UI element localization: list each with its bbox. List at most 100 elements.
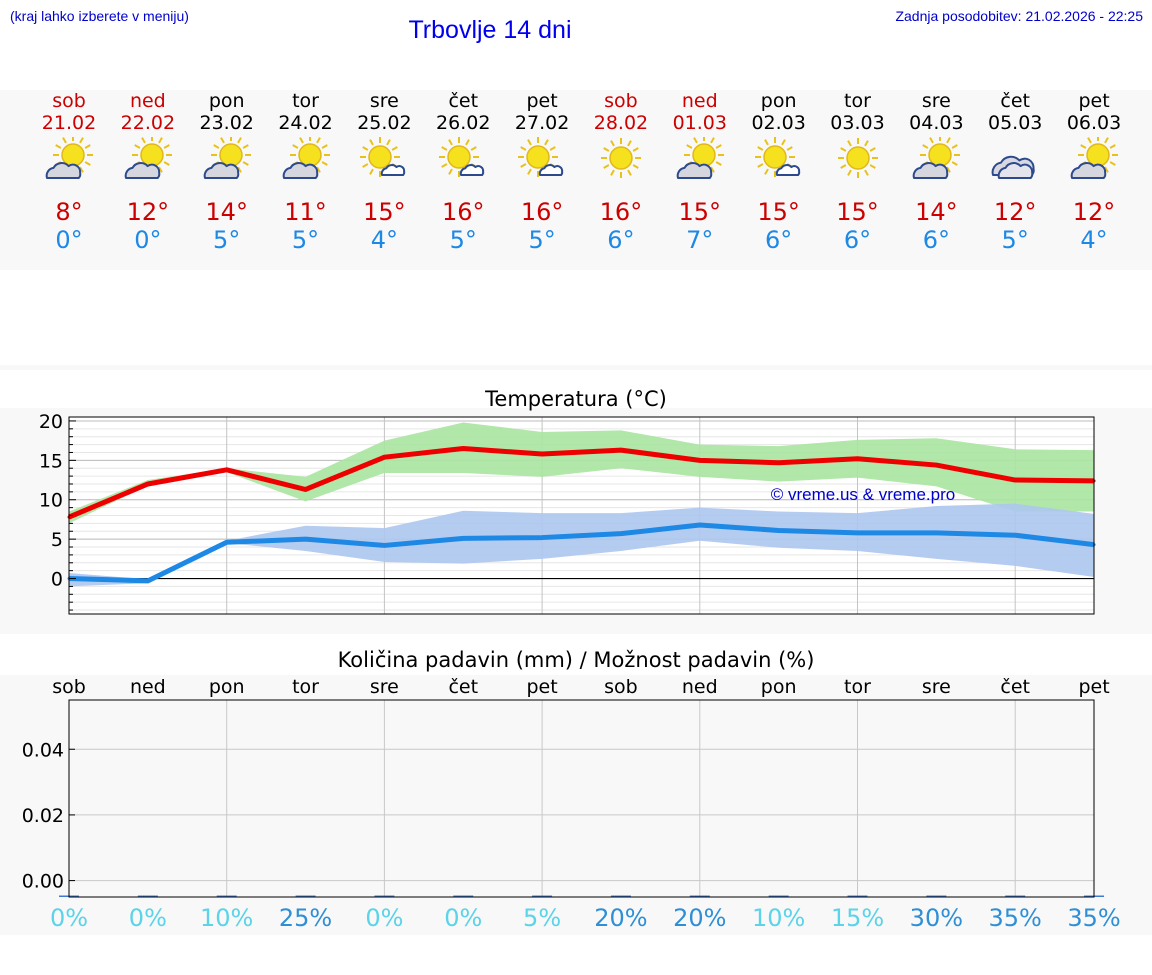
forecast-date: 27.02 <box>514 112 570 134</box>
y-tick-label: 15 <box>39 450 63 472</box>
precipitation-day-label: sob <box>604 676 638 698</box>
forecast-min-temp: 5° <box>213 226 241 254</box>
forecast-date: 01.03 <box>672 112 727 134</box>
precipitation-day-label: pet <box>1078 676 1110 698</box>
precipitation-probability: 30% <box>909 904 964 932</box>
forecast-date: 28.02 <box>593 112 649 134</box>
y-tick-label: 0 <box>51 569 63 591</box>
forecast-date: 24.02 <box>278 112 333 134</box>
min-temperature-point <box>382 543 386 547</box>
forecast-day-name: čet <box>448 90 479 112</box>
precipitation-day-label: čet <box>448 676 479 698</box>
page-title: Trbovlje 14 dni <box>408 16 572 44</box>
forecast-date: 03.03 <box>830 112 885 134</box>
precipitation-bar <box>926 895 947 897</box>
precipitation-bar <box>295 895 316 897</box>
precipitation-day-label: sre <box>921 676 951 698</box>
forecast-max-temp: 14° <box>205 198 248 226</box>
forecast-day-name: pon <box>208 90 245 112</box>
max-temperature-point <box>225 468 229 472</box>
max-temperature-point <box>540 452 544 456</box>
forecast-date: 21.02 <box>41 112 97 134</box>
min-temperature-line <box>68 522 1095 584</box>
min-temperature-point <box>856 531 859 535</box>
forecast-max-temp: 15° <box>836 198 879 226</box>
precipitation-day-label: pon <box>208 676 245 698</box>
precipitation-probability: 35% <box>1067 904 1121 932</box>
precipitation-probability: 10% <box>751 904 806 932</box>
forecast-max-temp: 16° <box>441 198 485 226</box>
precipitation-probability: 20% <box>594 904 648 932</box>
min-temperature-point <box>540 536 544 540</box>
forecast-date: 06.03 <box>1066 112 1122 134</box>
max-temperature-point <box>934 463 938 467</box>
forecast-day-name: pet <box>1078 90 1110 112</box>
forecast-day-name: ned <box>681 90 718 112</box>
precipitation-chart-title: Količina padavin (mm) / Možnost padavin … <box>337 648 815 672</box>
forecast-day-name: pon <box>760 90 797 112</box>
max-temperature-point <box>146 482 150 486</box>
min-temperature-point <box>619 532 623 536</box>
forecast-min-temp: 0° <box>134 226 162 254</box>
forecast-max-temp: 12° <box>993 198 1037 226</box>
precipitation-bar <box>1005 895 1026 897</box>
forecast-day-name: tor <box>844 90 871 112</box>
forecast-date: 23.02 <box>199 112 254 134</box>
max-temperature-line <box>68 446 1095 520</box>
min-temperature-point <box>777 528 781 532</box>
max-temperature-point <box>698 458 702 462</box>
precipitation-probability: 10% <box>200 904 254 932</box>
max-range-band <box>69 422 1095 524</box>
precipitation-bar <box>689 895 710 897</box>
precipitation-probability: 5% <box>523 904 562 932</box>
forecast-max-temp: 14° <box>915 198 958 226</box>
precipitation-day-label: ned <box>129 676 166 698</box>
forecast-date: 25.02 <box>357 112 412 134</box>
forecast-min-temp: 5° <box>528 226 556 254</box>
precipitation-day-label: sre <box>369 676 399 698</box>
forecast-day-name: ned <box>129 90 166 112</box>
precipitation-bar <box>374 895 395 897</box>
y-tick-label: 20 <box>39 411 63 433</box>
forecast-max-temp: 15° <box>363 198 406 226</box>
forecast-max-temp: 16° <box>520 198 564 226</box>
forecast-max-temp: 15° <box>678 198 722 226</box>
precipitation-bar <box>768 895 789 897</box>
sun-cloud-icon <box>1070 137 1119 179</box>
location-hint: (kraj lahko izberete v meniju) <box>10 8 189 24</box>
forecast-day-name: sob <box>52 90 86 112</box>
max-temperature-point <box>856 457 859 461</box>
forecast-band <box>0 90 1152 270</box>
max-temperature-point <box>382 455 386 459</box>
forecast-min-temp: 6° <box>922 226 950 254</box>
forecast-min-temp: 4° <box>370 226 399 254</box>
precipitation-bar <box>532 895 553 897</box>
y-tick-label: 0.02 <box>22 805 64 827</box>
forecast-min-temp: 5° <box>291 226 320 254</box>
forecast-min-temp: 5° <box>1001 226 1029 254</box>
forecast-max-temp: 12° <box>126 198 170 226</box>
precipitation-day-label: tor <box>292 676 319 698</box>
max-temperature-point <box>461 447 465 451</box>
forecast-date: 04.03 <box>909 112 964 134</box>
forecast-min-temp: 7° <box>686 226 714 254</box>
precipitation-bar <box>216 895 237 897</box>
sun-small-cloud-icon <box>360 137 406 177</box>
precipitation-bar <box>137 895 158 897</box>
forecast-day-name: pet <box>526 90 558 112</box>
sun-cloud-icon <box>676 137 724 179</box>
min-range-band <box>69 503 1095 587</box>
precipitation-probability: 35% <box>988 904 1042 932</box>
precipitation-day-label: čet <box>1000 676 1030 698</box>
forecast-max-temp: 15° <box>757 198 800 226</box>
y-tick-label: 5 <box>51 529 63 551</box>
precipitation-day-label: tor <box>844 676 871 698</box>
forecast-min-temp: 0° <box>55 226 83 254</box>
precipitation-day-label: sob <box>52 676 86 698</box>
min-temperature-point <box>225 540 229 544</box>
forecast-min-temp: 4° <box>1080 226 1108 254</box>
precipitation-plot-frame <box>68 699 1095 898</box>
forecast-min-temp: 5° <box>449 226 477 254</box>
min-temperature-point <box>461 536 465 540</box>
